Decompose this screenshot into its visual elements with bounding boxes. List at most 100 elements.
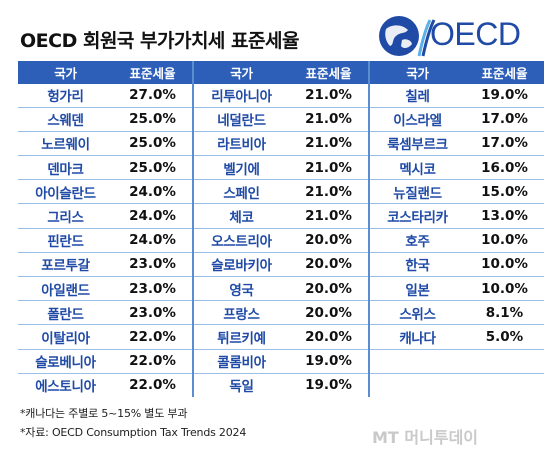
rate-cell: 13.0%: [481, 208, 528, 225]
table-row: 리투아니아 21.0%: [194, 84, 368, 108]
country-cell: 헝가리: [47, 89, 84, 106]
rate-cell: 19.0%: [305, 377, 352, 394]
oecd-logo-text: OECD: [430, 16, 521, 52]
rate-cell: 20.0%: [305, 304, 352, 321]
country-cell: 한국: [405, 258, 430, 275]
header-country: 국가: [406, 65, 429, 81]
table-row: 스페인 21.0%: [194, 180, 368, 205]
rate-cell: 22.0%: [129, 353, 176, 370]
country-cell: 프랑스: [223, 306, 260, 323]
country-cell: 벨기에: [223, 161, 260, 178]
rate-cell: 8.1%: [485, 304, 524, 321]
country-cell: 스위스: [399, 306, 436, 323]
table-row: 캐나다 5.0%: [370, 325, 544, 350]
table-row: 일본 10.0%: [370, 277, 544, 302]
country-cell: 리투아니아: [211, 89, 272, 106]
rate-cell: 17.0%: [481, 111, 528, 128]
rate-cell: 20.0%: [305, 280, 352, 297]
country-cell: 슬로바키아: [211, 258, 272, 275]
country-cell: 네덜란드: [217, 113, 266, 130]
table-row: 스웨덴 25.0%: [18, 108, 192, 132]
rate-cell: 10.0%: [481, 256, 528, 273]
country-cell: 라트비아: [217, 137, 266, 154]
country-cell: 멕시코: [399, 161, 436, 178]
country-cell: 포르투갈: [41, 258, 90, 275]
rate-cell: 24.0%: [129, 183, 176, 200]
table-row: 영국 20.0%: [194, 277, 368, 302]
country-cell: 콜롬비아: [217, 355, 266, 372]
rate-cell: 17.0%: [481, 135, 528, 152]
header-rate: 표준세율: [129, 65, 176, 81]
table-row: 코스타리카 13.0%: [370, 204, 544, 229]
rate-cell: 19.0%: [305, 353, 352, 370]
country-cell: 폴란드: [47, 306, 84, 323]
rate-cell: [465, 374, 544, 397]
table-row: 벨기에 21.0%: [194, 156, 368, 181]
table-row: 덴마크 25.0%: [18, 156, 192, 181]
country-cell: 룩셈부르크: [387, 137, 448, 154]
country-cell: 이스라엘: [393, 113, 442, 130]
table-header: 국가 표준세율: [370, 61, 544, 84]
table-row: 이스라엘 17.0%: [370, 108, 544, 132]
country-cell: 스웨덴: [47, 113, 84, 130]
table-row: 슬로베니아 22.0%: [18, 350, 192, 374]
table-row: 오스트리아 20.0%: [194, 229, 368, 253]
country-cell: 슬로베니아: [35, 355, 96, 372]
country-cell: 에스토니아: [35, 379, 96, 396]
rate-cell: 10.0%: [481, 232, 528, 249]
table-row: 튀르키예 20.0%: [194, 325, 368, 350]
table-header: 국가 표준세율: [18, 61, 192, 84]
country-cell: 뉴질랜드: [393, 185, 442, 202]
rate-cell: 19.0%: [481, 87, 528, 104]
table-row: 라트비아 21.0%: [194, 132, 368, 157]
header-country: 국가: [54, 65, 77, 81]
rate-cell: 21.0%: [305, 135, 352, 152]
rate-cell: 21.0%: [305, 159, 352, 176]
table-row: 노르웨이 25.0%: [18, 132, 192, 157]
country-cell: [370, 350, 465, 373]
rate-cell: 20.0%: [305, 256, 352, 273]
rate-cell: 24.0%: [129, 232, 176, 249]
country-cell: 체코: [229, 210, 254, 227]
rate-cell: 20.0%: [305, 328, 352, 345]
globe-icon: [379, 16, 419, 56]
table-column: 국가 표준세율 헝가리 27.0% 스웨덴 25.0% 노르웨이 25.0% 덴마크 25.0% 아…: [18, 61, 192, 397]
table-row: 그리스 24.0%: [18, 204, 192, 229]
table-row: 뉴질랜드 15.0%: [370, 180, 544, 205]
table-row: 호주 10.0%: [370, 229, 544, 253]
oecd-logo: [379, 16, 436, 57]
rate-cell: 25.0%: [129, 111, 176, 128]
table-row: 체코 21.0%: [194, 204, 368, 229]
table-row: 아이슬란드 24.0%: [18, 180, 192, 205]
table-row: 포르투갈 23.0%: [18, 253, 192, 278]
publisher-credit: MT 머니투데이: [372, 428, 479, 447]
rate-cell: 22.0%: [129, 328, 176, 345]
rate-cell: [465, 350, 544, 373]
rate-cell: 23.0%: [129, 256, 176, 273]
country-cell: 그리스: [47, 210, 84, 227]
rate-cell: 24.0%: [129, 208, 176, 225]
header-country: 국가: [230, 65, 253, 81]
table-row: 헝가리 27.0%: [18, 84, 192, 108]
table-row: 스위스 8.1%: [370, 301, 544, 326]
rate-cell: 25.0%: [129, 159, 176, 176]
country-cell: 영국: [229, 282, 254, 299]
country-cell: 코스타리카: [387, 210, 448, 227]
country-cell: [370, 374, 465, 397]
table-row: 멕시코 16.0%: [370, 156, 544, 181]
table-row: 콜롬비아 19.0%: [194, 350, 368, 374]
rate-cell: 21.0%: [305, 208, 352, 225]
footnote-canada: *캐나다는 주별로 5~15% 별도 부과: [20, 407, 188, 420]
table-column: 국가 표준세율 칠레 19.0% 이스라엘 17.0% 룩셈부르크 17.0% 멕시코 16.0%…: [368, 61, 544, 397]
country-cell: 캐나다: [399, 330, 436, 347]
country-cell: 노르웨이: [41, 137, 90, 154]
table-row: 네덜란드 21.0%: [194, 108, 368, 132]
table-row: 독일 19.0%: [194, 374, 368, 397]
header-rate: 표준세율: [481, 65, 528, 81]
rate-cell: 20.0%: [305, 232, 352, 249]
table-column: 국가 표준세율 리투아니아 21.0% 네덜란드 21.0% 라트비아 21.0% 벨기에 21.…: [192, 61, 368, 397]
table-row: [370, 374, 544, 397]
table-header: 국가 표준세율: [194, 61, 368, 84]
vat-rate-table: 국가 표준세율 헝가리 27.0% 스웨덴 25.0% 노르웨이 25.0% 덴마크 25.0% 아…: [18, 61, 544, 397]
table-row: 룩셈부르크 17.0%: [370, 132, 544, 157]
